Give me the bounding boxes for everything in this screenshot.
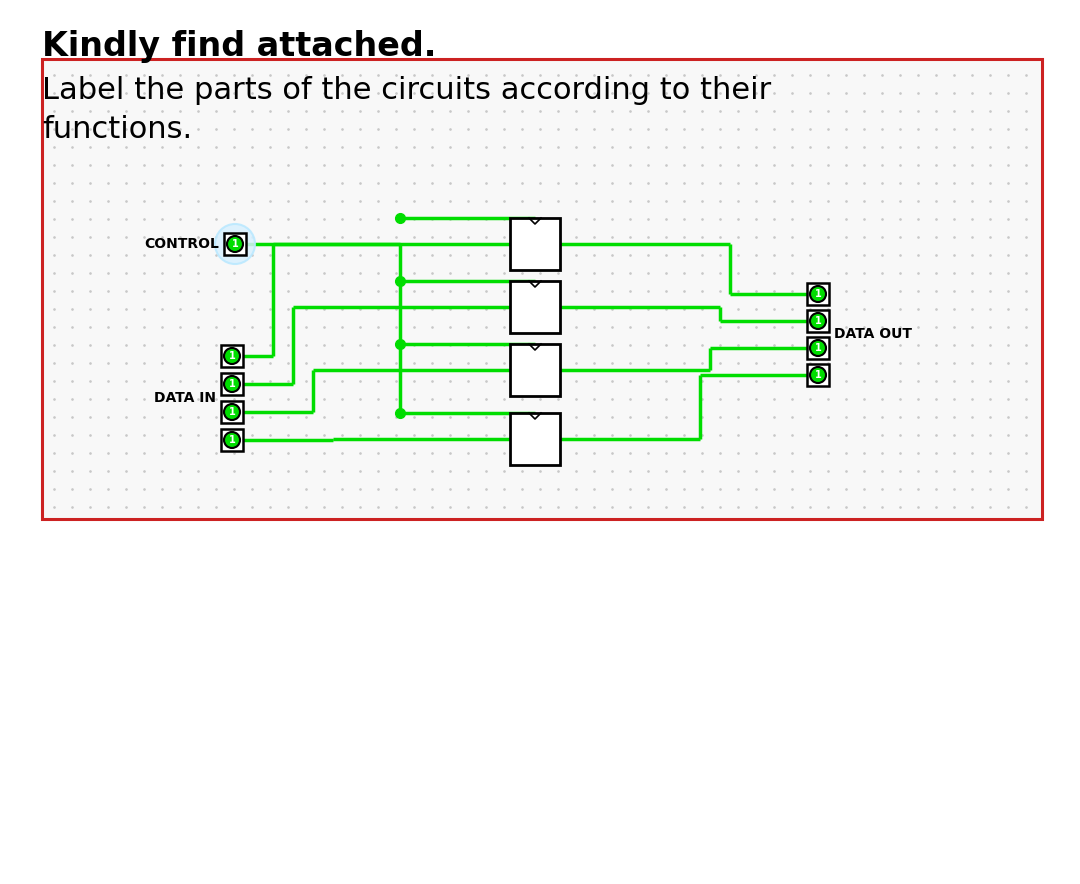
- Text: 1: 1: [229, 435, 235, 445]
- Circle shape: [224, 432, 240, 448]
- Text: 1: 1: [814, 370, 822, 380]
- Circle shape: [810, 340, 826, 356]
- Bar: [221, 345, 243, 367]
- Circle shape: [810, 286, 826, 302]
- Circle shape: [224, 404, 240, 420]
- Text: 1: 1: [814, 316, 822, 326]
- Circle shape: [215, 224, 255, 264]
- Bar: [510, 413, 561, 465]
- Bar: [42, 59, 1042, 519]
- Bar: [224, 233, 246, 255]
- Text: 1: 1: [231, 239, 239, 249]
- Bar: [510, 344, 561, 396]
- Bar: [221, 429, 243, 451]
- Text: 1: 1: [814, 343, 822, 353]
- Bar: [807, 364, 829, 386]
- Text: 1: 1: [229, 379, 235, 389]
- Bar: [221, 401, 243, 423]
- Bar: [221, 373, 243, 395]
- Text: 1: 1: [229, 407, 235, 417]
- Circle shape: [224, 376, 240, 392]
- Text: DATA OUT: DATA OUT: [834, 327, 912, 341]
- Text: 1: 1: [814, 289, 822, 299]
- Text: DATA IN: DATA IN: [154, 391, 216, 405]
- Circle shape: [227, 236, 243, 252]
- Bar: [807, 283, 829, 305]
- Text: CONTROL: CONTROL: [144, 237, 219, 251]
- Circle shape: [224, 348, 240, 364]
- Bar: [807, 337, 829, 359]
- Text: Label the parts of the circuits according to their
functions.: Label the parts of the circuits accordin…: [42, 76, 771, 144]
- Text: Kindly find attached.: Kindly find attached.: [42, 30, 436, 63]
- Circle shape: [810, 367, 826, 383]
- Circle shape: [810, 313, 826, 329]
- Bar: [510, 218, 561, 270]
- Bar: [510, 281, 561, 333]
- Text: 1: 1: [229, 351, 235, 361]
- Bar: [807, 310, 829, 332]
